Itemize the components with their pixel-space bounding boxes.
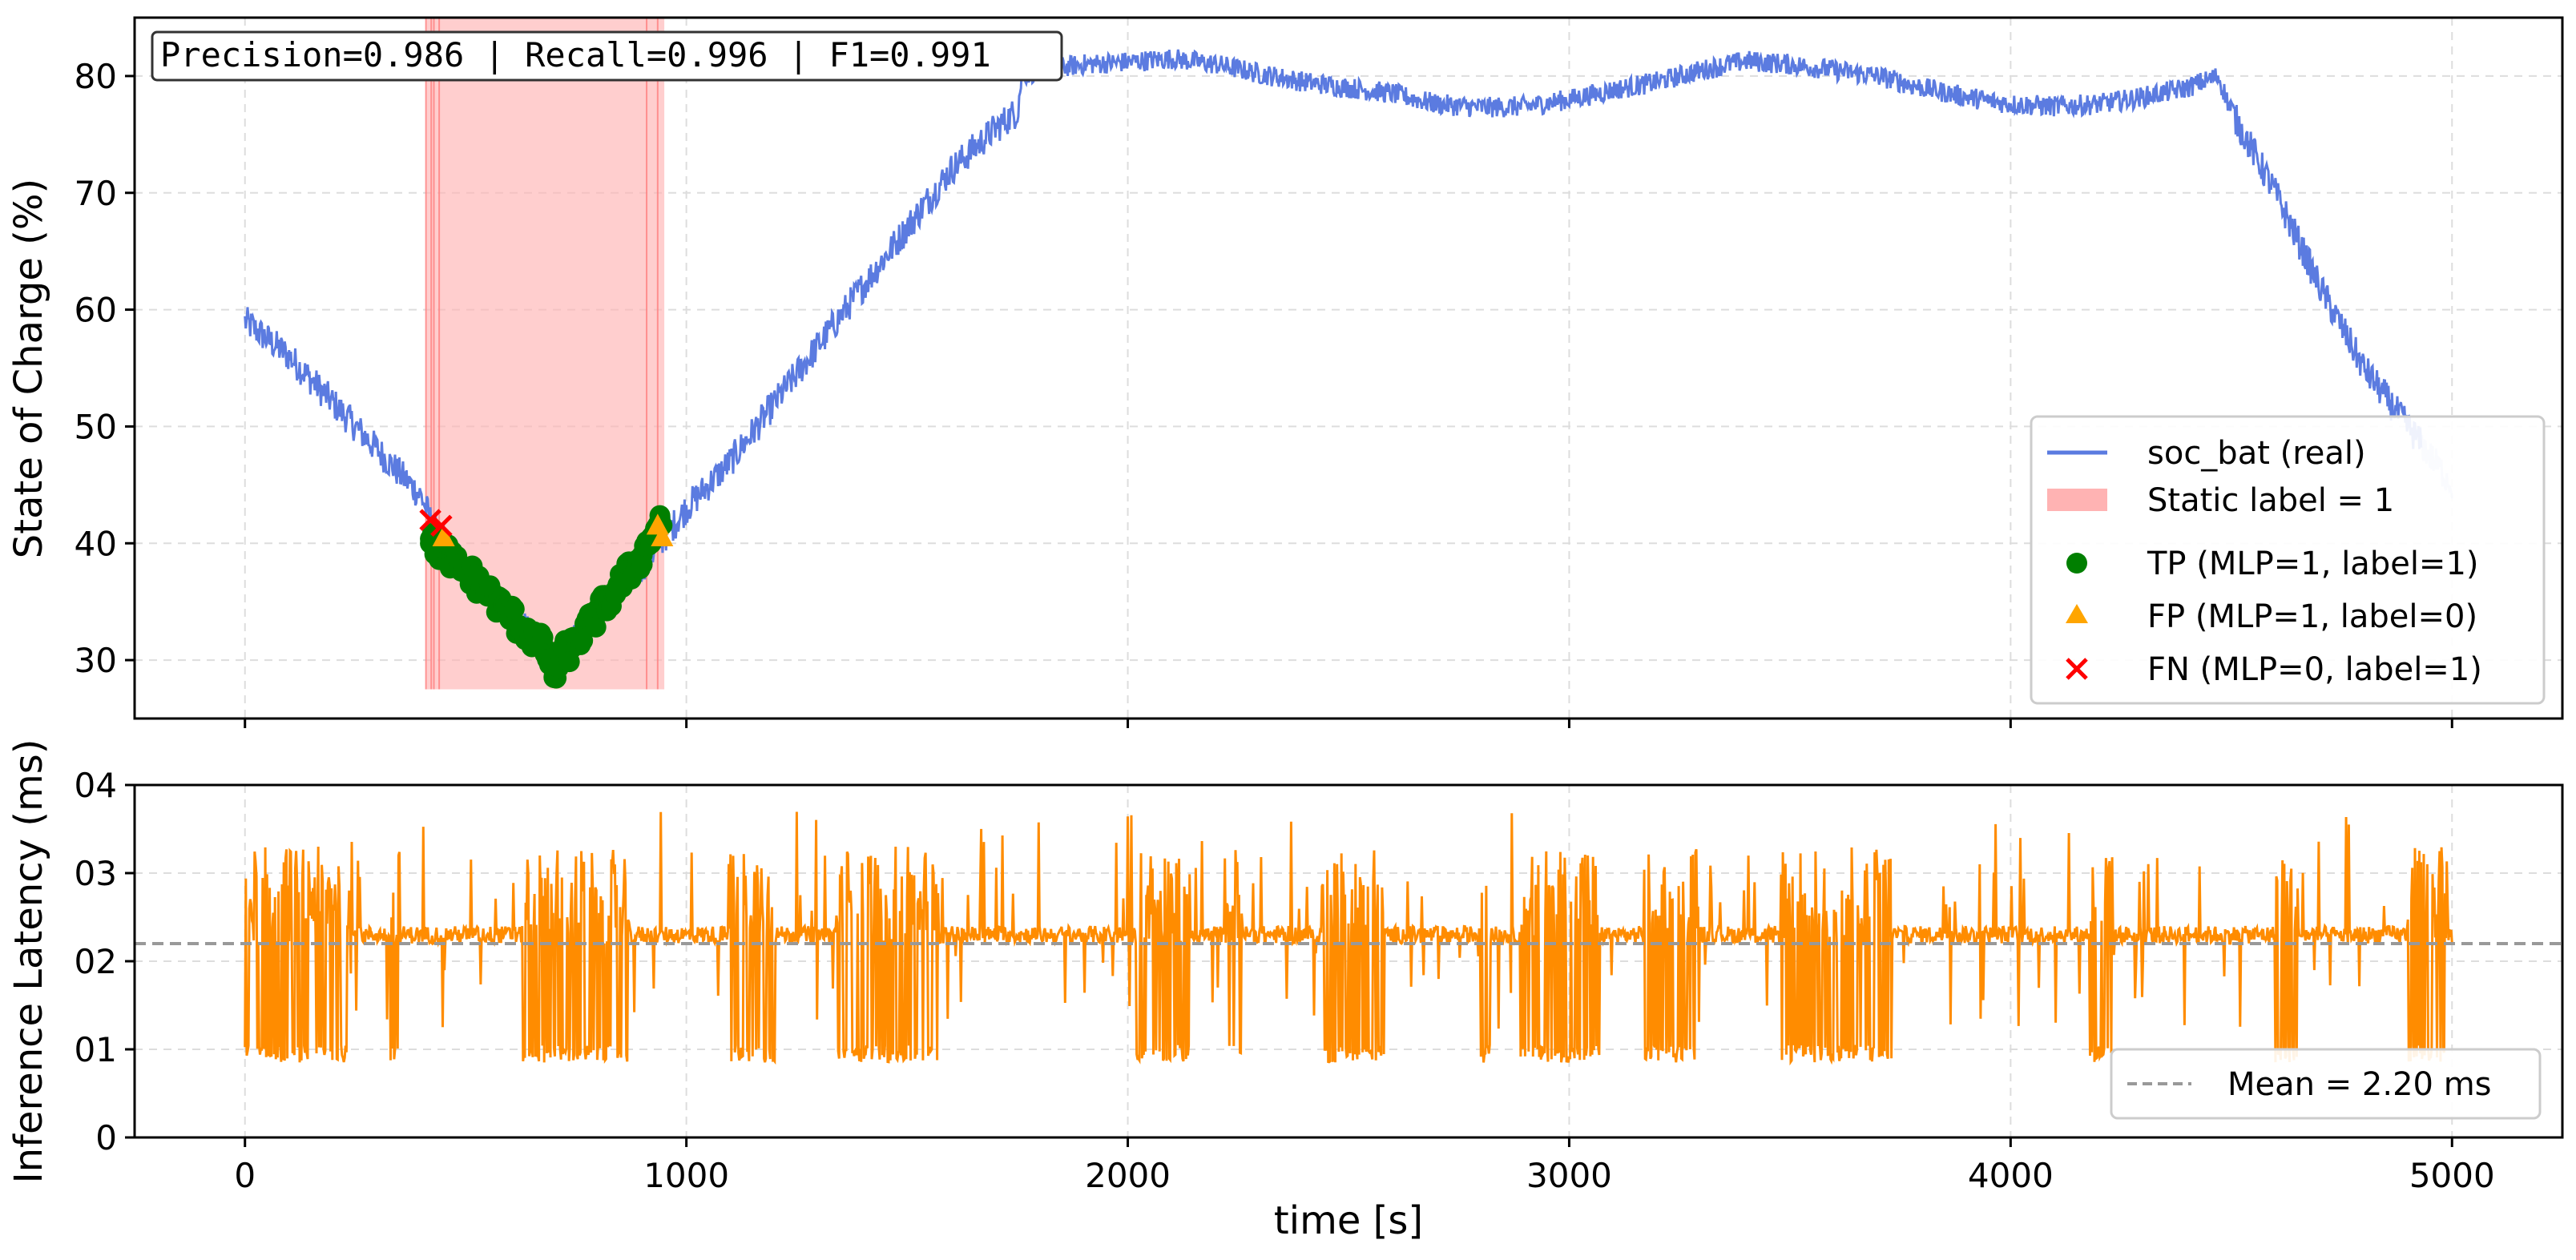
latency-ylabel: Inference Latency (ms) xyxy=(6,739,51,1183)
latency-ticks: 0 1000 2000 3000 4000 5000 0 01 02 03 04 xyxy=(75,766,2495,1195)
fp-points xyxy=(432,513,674,546)
tp-points xyxy=(420,505,673,689)
tp-point xyxy=(532,626,554,648)
x-axis-label: time [s] xyxy=(1274,1198,1423,1243)
latency-legend: Mean = 2.20 ms xyxy=(2110,1048,2542,1120)
fn-points xyxy=(419,509,453,537)
latency-y-tick-label: 02 xyxy=(75,942,117,981)
fp-point xyxy=(432,525,455,546)
latency-series xyxy=(244,811,2453,1066)
soc-legend: soc_bat (real) Static label = 1 TP (MLP=… xyxy=(2030,415,2546,705)
latency-y-tick-label: 03 xyxy=(75,854,117,893)
legend-fn-label: FN (MLP=0, label=1) xyxy=(2147,651,2482,688)
soc-y-tick-label: 70 xyxy=(75,174,117,213)
soc-y-tick-label: 50 xyxy=(75,407,117,446)
soc-y-tick-label: 40 xyxy=(75,524,117,563)
tp-point xyxy=(558,651,580,673)
tp-point xyxy=(572,630,594,651)
legend-tp-marker xyxy=(2066,553,2087,574)
legend-static-swatch xyxy=(2047,489,2107,511)
legend-tp-label: TP (MLP=1, label=1) xyxy=(2147,545,2479,582)
tp-point xyxy=(585,616,607,638)
fp-point xyxy=(651,525,674,546)
soc-ylabel: State of Charge (%) xyxy=(6,179,51,558)
fn-point xyxy=(430,514,453,537)
x-tick-label: 0 xyxy=(234,1156,256,1195)
latency-y-tick-label: 01 xyxy=(75,1030,117,1069)
metrics-text: Precision=0.986 | Recall=0.996 | F1=0.99… xyxy=(160,35,991,74)
soc-y-tick-label: 60 xyxy=(75,291,117,330)
x-tick-label: 2000 xyxy=(1085,1156,1171,1195)
latency-line xyxy=(244,811,2453,1066)
soc-legend-frame xyxy=(2030,415,2546,705)
latency-legend-frame xyxy=(2110,1048,2542,1120)
soc-y-tick-label: 80 xyxy=(75,57,117,96)
legend-fn-marker xyxy=(2066,658,2088,680)
legend-mean-label: Mean = 2.20 ms xyxy=(2227,1066,2492,1103)
soc-plot-frame xyxy=(133,16,2564,720)
legend-fp-label: FP (MLP=1, label=0) xyxy=(2147,598,2477,635)
x-tick-label: 3000 xyxy=(1526,1156,1612,1195)
latency-y-tick-label: 0 xyxy=(95,1118,117,1157)
metrics-box: Precision=0.986 | Recall=0.996 | F1=0.99… xyxy=(151,30,1063,82)
latency-y-tick-label: 04 xyxy=(75,766,117,805)
x-tick-label: 1000 xyxy=(643,1156,729,1195)
soc-ticks: 30 40 50 60 70 80 xyxy=(75,57,2453,728)
legend-static-label: Static label = 1 xyxy=(2147,482,2394,519)
soc-panel: 30 40 50 60 70 80 State of Charge (%) Precisi… xyxy=(6,16,2564,728)
tp-point xyxy=(631,554,653,575)
x-tick-label: 4000 xyxy=(1968,1156,2054,1195)
soc-y-tick-label: 30 xyxy=(75,641,117,680)
tp-point xyxy=(503,598,525,620)
fn-point xyxy=(419,509,441,531)
legend-soc-label: soc_bat (real) xyxy=(2147,435,2366,472)
latency-panel: 0 1000 2000 3000 4000 5000 0 01 02 03 04 Inference… xyxy=(6,739,2564,1195)
legend-fp-marker xyxy=(2066,604,2088,623)
x-tick-label: 5000 xyxy=(2409,1156,2495,1195)
metrics-box-frame xyxy=(151,30,1063,82)
